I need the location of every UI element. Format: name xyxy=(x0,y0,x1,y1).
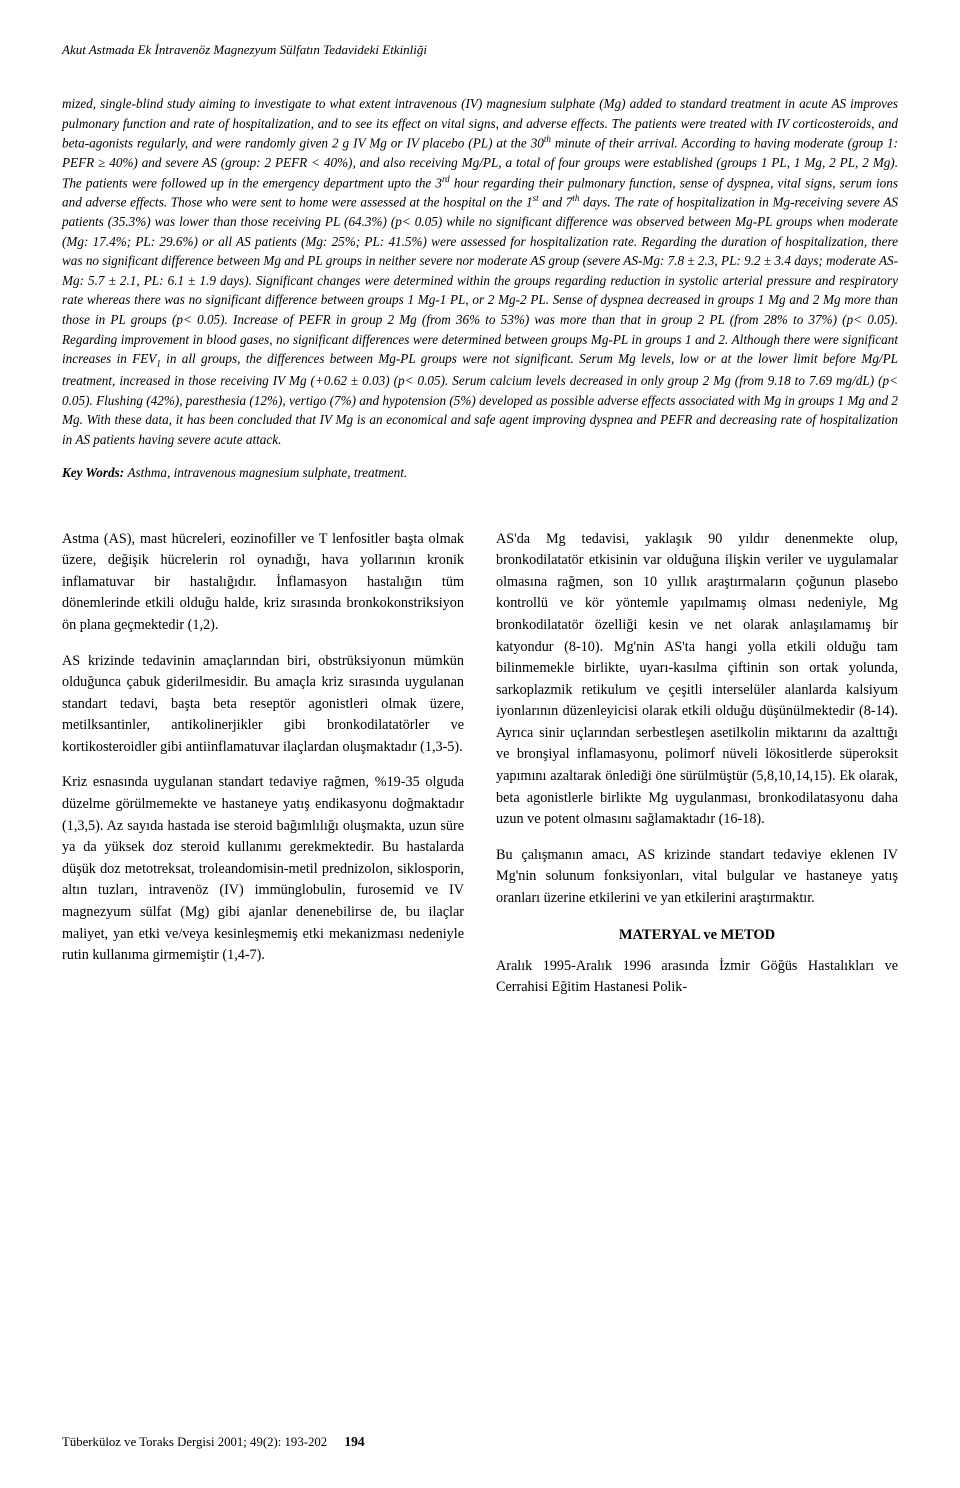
body-columns: Astma (AS), mast hücreleri, eozinofiller… xyxy=(62,529,898,1013)
body-paragraph: Kriz esnasında uygulanan standart tedavi… xyxy=(62,772,464,966)
body-paragraph: AS krizinde tedavinin amaçlarından biri,… xyxy=(62,651,464,759)
body-paragraph: AS'da Mg tedavisi, yaklaşık 90 yıldır de… xyxy=(496,529,898,831)
section-heading: MATERYAL ve METOD xyxy=(496,924,898,946)
footer-page-number: 194 xyxy=(344,1434,364,1450)
body-paragraph: Astma (AS), mast hücreleri, eozinofiller… xyxy=(62,529,464,637)
page-footer: Tüberküloz ve Toraks Dergisi 2001; 49(2)… xyxy=(62,1434,898,1450)
key-words-label: Key Words: xyxy=(62,465,124,480)
right-column: AS'da Mg tedavisi, yaklaşık 90 yıldır de… xyxy=(496,529,898,1013)
key-words: Key Words: Asthma, intravenous magnesium… xyxy=(62,463,898,483)
body-paragraph: Bu çalışmanın amacı, AS krizinde standar… xyxy=(496,845,898,910)
abstract-text: mized, single-blind study aiming to inve… xyxy=(62,94,898,449)
left-column: Astma (AS), mast hücreleri, eozinofiller… xyxy=(62,529,464,1013)
key-words-body: Asthma, intravenous magnesium sulphate, … xyxy=(127,465,407,480)
body-paragraph: Aralık 1995-Aralık 1996 arasında İzmir G… xyxy=(496,956,898,999)
footer-journal: Tüberküloz ve Toraks Dergisi 2001; 49(2)… xyxy=(62,1435,327,1449)
running-title: Akut Astmada Ek İntravenöz Magnezyum Sül… xyxy=(62,42,898,58)
